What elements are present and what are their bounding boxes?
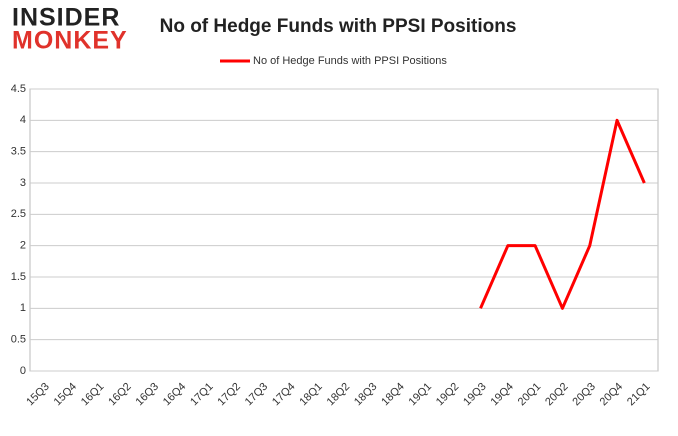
y-tick-label: 2.5 [11,208,26,220]
chart-title: No of Hedge Funds with PPSI Positions [160,16,517,37]
x-tick-label: 19Q2 [434,381,462,409]
x-tick-label: 16Q3 [134,381,162,409]
legend-label: No of Hedge Funds with PPSI Positions [253,55,447,67]
x-tick-label: 20Q3 [570,381,598,409]
x-tick-label: 15Q3 [24,381,52,409]
y-tick-label: 4.5 [11,83,26,95]
x-tick-label: 15Q4 [52,381,80,409]
brand-bottom: MONKEY [12,27,128,55]
x-tick-label: 17Q2 [215,381,243,409]
x-tick-label: 18Q2 [325,381,353,409]
y-tick-label: 3 [20,177,26,189]
y-tick-label: 0 [20,365,26,377]
x-tick-label: 19Q4 [488,381,516,409]
brand-top: INSIDER [12,4,120,32]
x-tick-label: 17Q1 [188,381,216,409]
line-series [479,118,646,310]
y-tick-label: 0.5 [11,334,26,346]
x-tick-label: 16Q4 [161,381,189,409]
y-tick-label: 1.5 [11,271,26,283]
x-tick-label: 16Q2 [106,381,134,409]
y-tick-label: 1 [20,302,26,314]
x-tick-label: 20Q2 [543,381,571,409]
x-tick-label: 17Q3 [243,381,271,409]
x-tick-label: 20Q1 [516,381,544,409]
x-tick-label: 19Q1 [407,381,435,409]
y-tick-label: 3.5 [11,146,26,158]
x-tick-label: 21Q1 [625,381,653,409]
x-tick-label: 20Q4 [598,381,626,409]
x-tick-label: 18Q1 [297,381,325,409]
x-tick-label: 19Q3 [461,381,489,409]
x-tick-label: 18Q4 [379,381,407,409]
x-tick-label: 18Q3 [352,381,380,409]
x-tick-label: 17Q4 [270,381,298,409]
x-tick-label: 16Q1 [79,381,107,409]
plot-frame [29,88,659,372]
y-tick-label: 4 [20,114,26,126]
y-tick-label: 2 [20,240,26,252]
